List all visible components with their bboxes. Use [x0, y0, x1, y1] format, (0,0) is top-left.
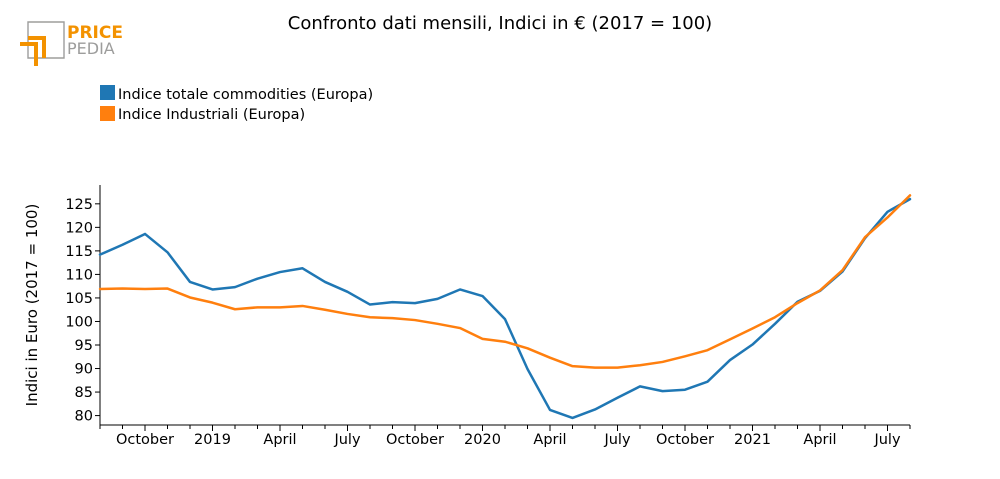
y-tick-label: 95: [75, 338, 93, 354]
logo-text-price: PRICE: [67, 23, 123, 43]
y-ticks: 80 85 90 95 100 105 110 115 120 125: [65, 197, 100, 425]
y-axis-label: Indici in Euro (2017 = 100): [23, 204, 41, 407]
y-tick-label: 125: [65, 197, 93, 213]
x-tick-label: April: [533, 432, 566, 448]
legend-item-industriali[interactable]: Indice Industriali (Europa): [100, 106, 305, 123]
x-tick-label: 2020: [464, 432, 501, 448]
x-tick-label: 2021: [734, 432, 771, 448]
legend-item-commodities[interactable]: Indice totale commodities (Europa): [100, 85, 373, 103]
pricepedia-logo-mark: [20, 21, 65, 66]
legend-swatch-commodities: [100, 85, 115, 100]
x-tick-label: 2019: [194, 432, 231, 448]
y-tick-label: 105: [65, 291, 93, 307]
y-tick-label: 90: [75, 362, 93, 378]
pricepedia-logo: PRICE PEDIA: [20, 21, 123, 66]
y-tick-label: 80: [75, 409, 93, 425]
x-tick-label: October: [656, 432, 714, 448]
x-tick-label: October: [116, 432, 174, 448]
y-axis: 80 85 90 95 100 105 110 115 120 125: [65, 185, 101, 425]
x-tick-label: July: [333, 432, 360, 448]
y-tick-label: 110: [65, 267, 93, 283]
series-line-commodities[interactable]: [98, 197, 912, 420]
y-tick-label: 120: [65, 220, 93, 236]
chart-title: Confronto dati mensili, Indici in € (201…: [288, 13, 712, 34]
series-layer: [98, 194, 912, 420]
legend: Indice totale commodities (Europa) Indic…: [100, 85, 373, 123]
x-ticks: October 2019 April July October 2020 April July…: [99, 425, 911, 448]
legend-label-industriali: Indice Industriali (Europa): [118, 107, 305, 123]
legend-label-commodities: Indice totale commodities (Europa): [118, 87, 373, 103]
x-tick-label: October: [386, 432, 444, 448]
x-tick-label: July: [873, 432, 900, 448]
logo-text-pedia: PEDIA: [67, 39, 115, 58]
y-tick-label: 115: [65, 244, 93, 260]
x-axis: October 2019 April July October 2020 April July…: [99, 424, 911, 448]
x-tick-label: July: [603, 432, 630, 448]
series-line-industriali[interactable]: [98, 194, 912, 369]
x-tick-label: April: [263, 432, 296, 448]
legend-swatch-industriali: [100, 106, 115, 121]
x-tick-label: April: [803, 432, 836, 448]
y-tick-label: 85: [75, 385, 93, 401]
y-tick-label: 100: [65, 314, 93, 330]
